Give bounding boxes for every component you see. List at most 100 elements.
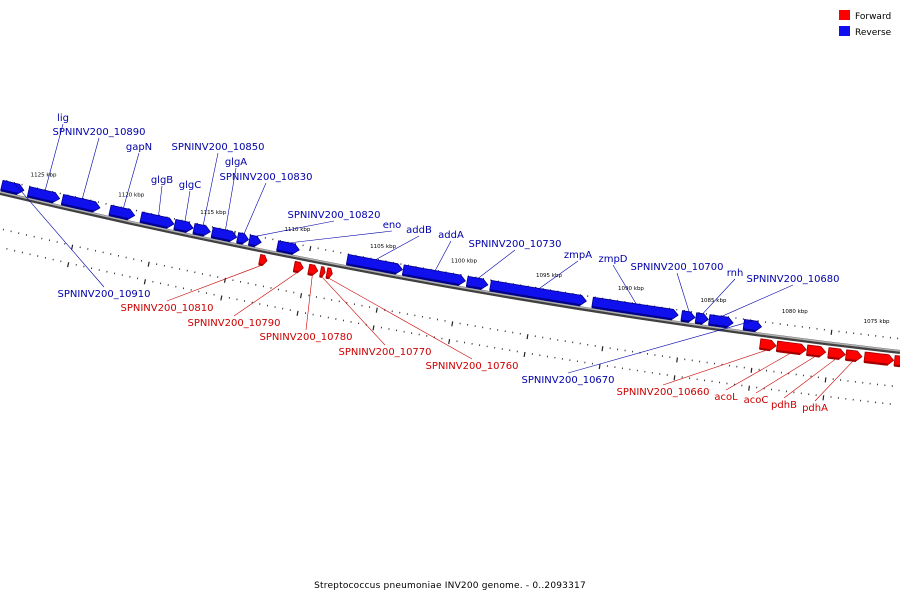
gene-shade [325,276,330,280]
gene-shade [27,195,54,204]
legend: Forward Reverse [839,10,892,38]
gene-label-glgB: glgB [151,175,173,186]
gene-label-SPNINV200_10890: SPNINV200_10890 [52,127,145,138]
tick-mark [309,245,312,252]
label-leader-line [82,137,100,199]
tick-mark [70,244,74,250]
label-leader-line [539,260,579,289]
gene-shade [863,360,888,366]
label-leader-line [256,220,335,237]
gene-label-addB: addB [406,225,432,236]
gene-label-eno: eno [383,220,402,231]
gene-shade [346,263,397,275]
gene-label-pdhA: pdhA [802,403,828,414]
label-leader-line [13,182,105,288]
gene-label-SPNINV200_10660: SPNINV200_10660 [616,387,709,398]
gene-label-glgC: glgC [179,180,201,191]
legend-label-reverse: Reverse [855,28,892,38]
legend-swatch-reverse [839,26,850,36]
gene-shade [708,323,728,329]
gene-label-SPNINV200_10670: SPNINV200_10670 [521,375,614,386]
gene-features [0,179,900,368]
label-leader-line [375,235,420,260]
label-leader-line [289,230,393,244]
label-leader-line [305,274,313,331]
legend-label-forward: Forward [855,12,891,22]
gene-forward-SPNINV200_10770 [319,266,326,278]
gene-shade [806,353,820,358]
gene-label-SPNINV200_10680: SPNINV200_10680 [746,274,839,285]
gene-label-lig: lig [57,113,69,124]
tick-mark [824,377,827,383]
gene-shade [0,189,18,196]
gene-label-SPNINV200_10770: SPNINV200_10770 [338,347,431,358]
tick-mark [448,338,451,345]
gene-shade [61,203,94,213]
gene-label-zmpD: zmpD [598,254,627,265]
gene-label-pdhB: pdhB [771,400,797,411]
backbone-shadow [0,191,900,354]
label-leader-line [243,182,267,234]
gene-label-SPNINV200_10700: SPNINV200_10700 [630,262,723,273]
label-leader-line [123,152,140,209]
tick-mark [673,375,676,381]
tick-mark [601,346,604,352]
tick-mark [296,310,299,316]
backbone-highlight [0,191,900,352]
label-leader-line [612,264,637,304]
scale-label: 1110 kbp [284,227,310,233]
label-leader-line [662,349,768,386]
gene-label-rnh: rnh [727,268,744,279]
gene-label-acoL: acoL [714,392,738,403]
tick-mark [143,279,147,285]
label-leader-line [225,167,237,230]
gene-shade [139,220,168,229]
gene-shade [276,249,294,255]
label-leader-line [721,284,794,317]
scale-label: 1115 kbp [200,210,226,216]
tick-mark [375,307,378,313]
tick-mark [830,329,833,335]
gene-shade [827,356,840,361]
label-leader-lines [13,123,854,402]
gene-shade [695,321,703,325]
tick-marks [2,180,899,405]
gene-label-glgA: glgA [225,157,247,168]
tick-mark [523,351,526,358]
tick-mark [220,295,223,301]
gene-shade [742,328,756,333]
gene-shade [466,285,482,290]
tick-mark [676,357,679,363]
label-leader-line [44,123,64,191]
label-leader-line [184,190,191,222]
gene-labels: SPNINV200_10910 lig SPNINV200_10890 gapN glg… [52,113,839,414]
scale-label: 1075 kbp [864,319,890,325]
gene-label-zmpA: zmpA [564,250,592,261]
gene-label-gapN: gapN [126,142,152,153]
label-leader-line [702,278,736,314]
tick-mark [748,385,750,391]
gene-shade [108,213,129,221]
gene-shade [210,236,231,243]
gene-label-SPNINV200_10830: SPNINV200_10830 [219,172,312,183]
tick-mark [299,293,303,299]
label-leader-line [166,264,263,302]
scale-label: 1125 kbp [31,173,57,179]
gene-shade [236,241,243,245]
gene-shade [591,306,673,321]
label-leader-line [755,355,816,394]
label-leader-line [434,240,452,271]
genome-backbone [0,191,900,354]
scale-label: 1085 kbp [701,298,727,304]
tick-mark [372,325,375,331]
tick-mark [526,334,529,340]
label-leader-line [478,249,516,279]
legend-swatch-forward [839,10,850,20]
tick-mark [451,321,454,327]
label-leader-line [783,358,837,399]
label-leader-line [725,352,792,391]
tick-mark [147,261,150,267]
gene-label-SPNINV200_10730: SPNINV200_10730 [468,239,561,250]
tick-mark [67,262,70,268]
